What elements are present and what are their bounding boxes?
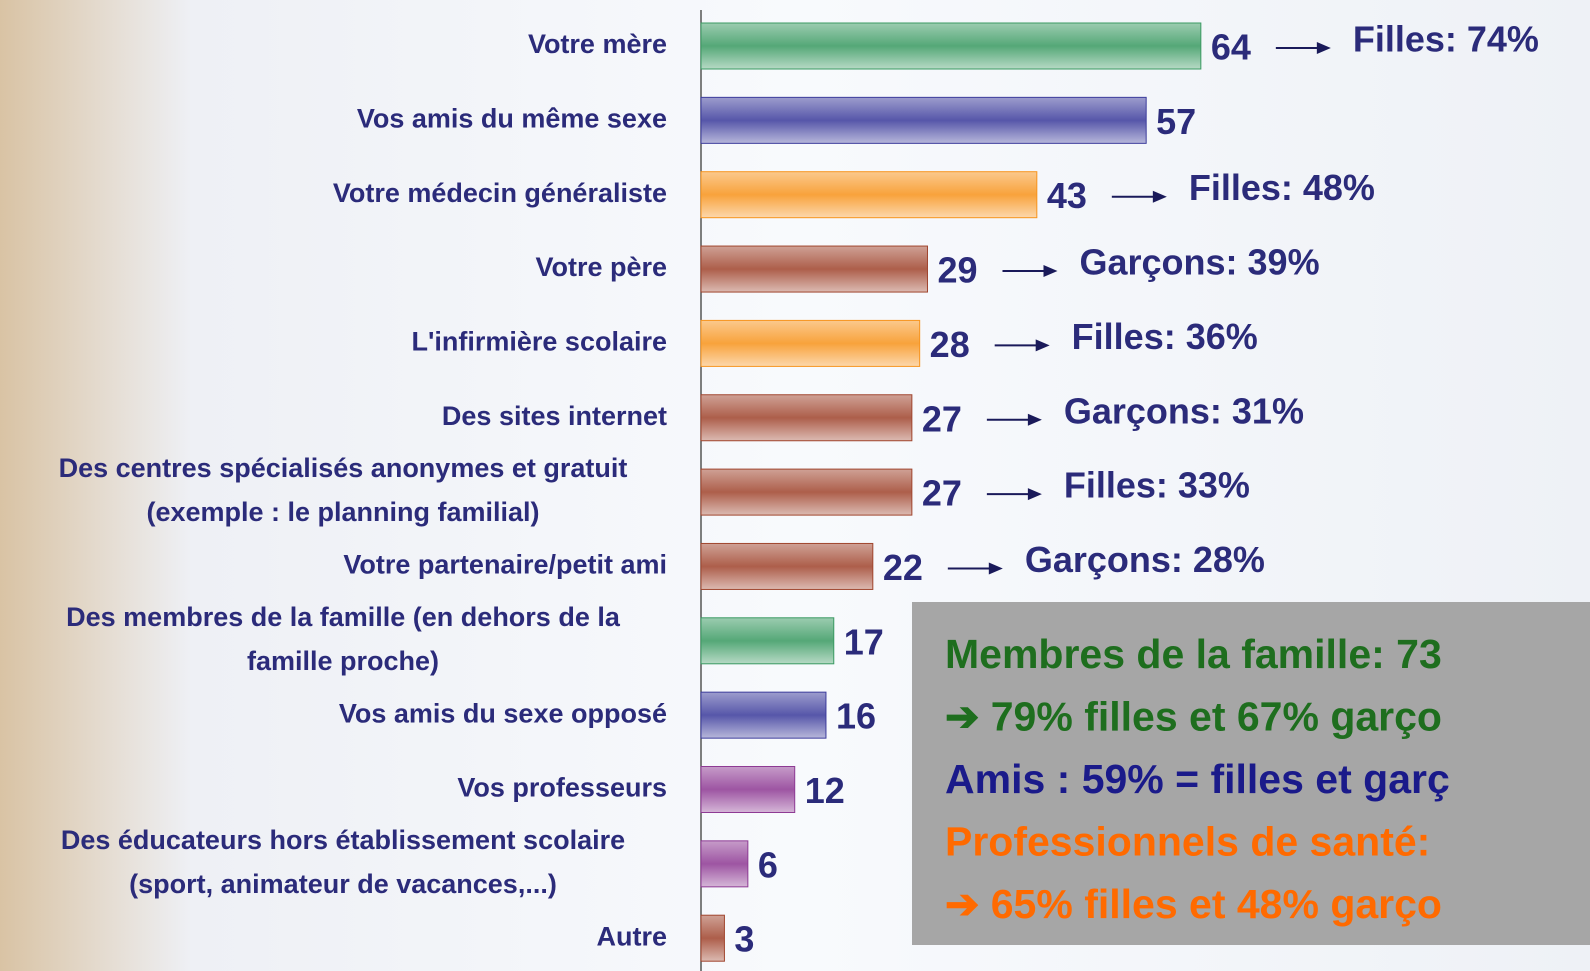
summary-line: ➔ 65% filles et 48% garço [945, 881, 1442, 927]
category-label: Votre partenaire/petit ami [343, 550, 667, 580]
bar [701, 172, 1037, 218]
bar [701, 320, 920, 366]
value-label: 22 [883, 547, 923, 588]
bar [701, 841, 748, 887]
bar [701, 767, 795, 813]
annotation: Garçons: 31% [1064, 390, 1304, 431]
annotation: Filles: 74% [1353, 19, 1539, 60]
value-label: 28 [930, 324, 970, 365]
value-label: 12 [805, 770, 845, 811]
category-label: Votre père [535, 252, 667, 282]
category-label: Vos professeurs [457, 773, 667, 803]
category-label: Des sites internet [442, 401, 667, 431]
value-label: 43 [1047, 175, 1087, 216]
category-label: Vos amis du même sexe [357, 103, 667, 133]
category-label: Votre mère [528, 29, 667, 59]
category-label: L'infirmière scolaire [411, 327, 667, 357]
category-label: (sport, animateur de vacances,...) [129, 869, 557, 899]
summary-line: Professionnels de santé: [945, 818, 1430, 864]
category-label: Votre médecin généraliste [333, 178, 667, 208]
bar [701, 692, 826, 738]
bar [701, 618, 834, 664]
value-label: 64 [1211, 27, 1251, 68]
value-label: 29 [937, 250, 977, 291]
bar [701, 395, 912, 441]
category-label: Vos amis du sexe opposé [339, 698, 667, 728]
annotation: Garçons: 39% [1079, 242, 1319, 283]
annotation: Filles: 36% [1072, 316, 1258, 357]
value-label: 27 [922, 473, 962, 514]
category-label: famille proche) [247, 646, 439, 676]
annotation: Filles: 48% [1189, 167, 1375, 208]
category-label: Autre [596, 921, 667, 951]
value-label: 57 [1156, 101, 1196, 142]
value-label: 16 [836, 696, 876, 737]
summary-line: ➔ 79% filles et 67% garço [945, 693, 1442, 739]
bar [701, 23, 1201, 69]
category-label: Des centres spécialisés anonymes et grat… [59, 453, 628, 483]
annotation: Garçons: 28% [1025, 539, 1265, 580]
summary-box: Membres de la famille: 73 ➔ 79% filles et… [912, 602, 1590, 945]
category-label: (exemple : le planning familial) [146, 497, 539, 527]
bar [701, 915, 724, 961]
value-label: 6 [758, 844, 778, 885]
bar [701, 246, 927, 292]
category-label: Des éducateurs hors établissement scolai… [61, 825, 625, 855]
summary-line: Amis : 59% = filles et garç [945, 756, 1450, 802]
annotation: Filles: 33% [1064, 465, 1250, 506]
bar [701, 543, 873, 589]
value-label: 27 [922, 398, 962, 439]
chart: Membres de la famille: 73 ➔ 79% filles et… [0, 0, 1590, 971]
summary-line: Membres de la famille: 73 [945, 631, 1442, 677]
bar [701, 469, 912, 515]
value-label: 17 [844, 621, 884, 662]
category-label: Des membres de la famille (en dehors de … [66, 602, 621, 632]
value-label: 3 [734, 919, 754, 960]
bar [701, 97, 1146, 143]
